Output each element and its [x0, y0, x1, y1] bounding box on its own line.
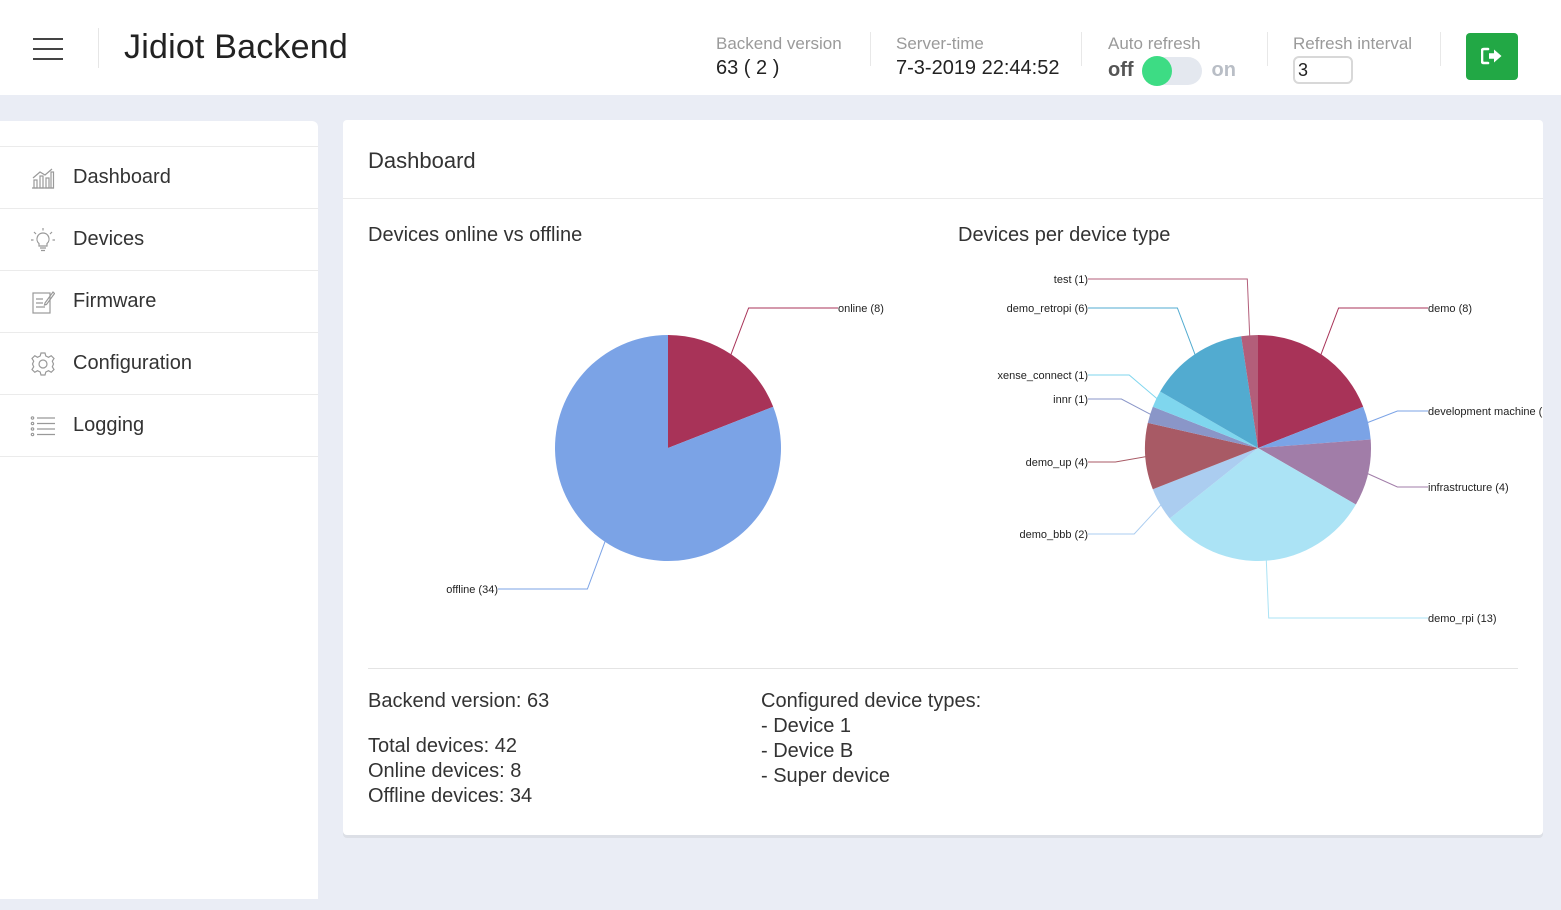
backend-version-block: Backend version 63 ( 2 ): [716, 34, 842, 81]
sidebar-item-label: Configuration: [73, 352, 192, 374]
info-divider: [368, 668, 1518, 669]
top-header: Jidiot Backend Backend version 63 ( 2 ) …: [0, 0, 1561, 95]
backend-version-value: 63 ( 2 ): [716, 57, 780, 79]
pie-leader-line: [1088, 455, 1149, 463]
pie-slice-online[interactable]: [668, 335, 774, 448]
sidebar-item-dashboard[interactable]: Dashboard: [0, 147, 318, 209]
sidebar-item-configuration[interactable]: Configuration: [0, 333, 318, 395]
auto-refresh-toggle[interactable]: [1141, 56, 1202, 86]
server-time-block: Server-time 7-3-2019 22:44:52: [896, 34, 1059, 81]
header-separator: [1081, 32, 1082, 66]
pie-label-demo-bbb: demo_bbb (2): [1020, 529, 1089, 541]
auto-refresh-off-label: off: [1108, 58, 1134, 81]
header-separator: [1267, 32, 1268, 66]
pie-slice-demo[interactable]: [1258, 335, 1364, 448]
logout-button[interactable]: [1466, 33, 1518, 80]
pie-label-infrastructure: infrastructure (4): [1428, 482, 1509, 494]
pie-label-demo: demo (8): [1428, 303, 1472, 315]
refresh-interval-block: Refresh interval: [1293, 34, 1412, 84]
total-devices-text: Total devices: 42: [368, 735, 517, 757]
edit-document-icon: [29, 288, 57, 316]
sidebar-item-devices[interactable]: Devices: [0, 209, 318, 271]
sidebar-menu: Dashboard Devices Firmware: [0, 146, 318, 457]
lightbulb-icon: [29, 226, 57, 254]
header-divider: [98, 28, 99, 68]
sidebar-item-label: Devices: [73, 228, 145, 250]
pie-leader-line: [498, 538, 607, 590]
pie-slice-development-machine[interactable]: [1258, 406, 1371, 448]
chart-title-online-offline: Devices online vs offline: [368, 224, 583, 246]
pie-slice-innr[interactable]: [1147, 406, 1258, 448]
dashboard-card: Dashboard Devices online vs offline Devi…: [343, 120, 1543, 835]
chart-title-device-type: Devices per device type: [958, 224, 1171, 246]
pie-label-innr: innr (1): [1053, 394, 1088, 406]
pie-charts: online (8) offline (34) demo (8) developme…: [446, 274, 1543, 625]
sidebar-item-firmware[interactable]: Firmware: [0, 271, 318, 333]
gear-icon: [29, 350, 57, 378]
pie-leader-line: [1088, 307, 1197, 358]
auto-refresh-label: Auto refresh: [1108, 34, 1201, 53]
bar-chart-icon: [29, 164, 57, 192]
app-title: Jidiot Backend: [124, 28, 348, 66]
pie-chart-online-offline: online (8) offline (34): [446, 303, 884, 596]
toggle-knob: [1141, 56, 1172, 86]
card-header-divider: [343, 198, 1543, 199]
pie-slice-xense-connect[interactable]: [1152, 391, 1258, 449]
sidebar: Dashboard Devices Firmware: [0, 121, 318, 899]
device-stats: Backend version: 63 Total devices: 42 On…: [368, 689, 549, 809]
pie-leader-line: [1364, 472, 1428, 488]
auto-refresh-on-label: on: [1211, 58, 1236, 81]
list-icon: [29, 412, 57, 440]
refresh-interval-input[interactable]: [1293, 56, 1353, 84]
sidebar-item-label: Dashboard: [73, 166, 171, 188]
device-type-item: - Device B: [761, 740, 854, 762]
pie-slice-offline[interactable]: [554, 335, 781, 561]
pie-leader-line: [1365, 410, 1428, 424]
pie-label-test: test (1): [1054, 274, 1088, 286]
header-separator: [1440, 32, 1441, 66]
sidebar-item-label: Logging: [73, 414, 145, 436]
pie-leader-line: [1088, 374, 1160, 401]
pie-slice-infrastructure[interactable]: [1258, 439, 1371, 505]
pie-leader-line: [729, 307, 838, 358]
pie-label-demo-rpi: demo_rpi (13): [1428, 613, 1496, 625]
online-devices-text: Online devices: 8: [368, 760, 522, 782]
offline-devices-text: Offline devices: 34: [368, 785, 533, 807]
configured-device-types: Configured device types: - Device 1 - De…: [761, 689, 981, 789]
sidebar-item-logging[interactable]: Logging: [0, 395, 318, 457]
configured-types-title: Configured device types:: [761, 690, 982, 712]
pie-label-xense-connect: xense_connect (1): [998, 370, 1089, 382]
device-type-item: - Device 1: [761, 715, 852, 737]
pie-leader-line: [1088, 502, 1164, 535]
server-time-value: 7-3-2019 22:44:52: [896, 57, 1060, 79]
pie-label-online: online (8): [838, 303, 884, 315]
sidebar-item-label: Firmware: [73, 290, 157, 312]
pie-leader-line: [1088, 398, 1154, 417]
pie-chart-device-type: demo (8) development machine ( infrastruct…: [998, 274, 1543, 625]
pie-slice-demo-retropi[interactable]: [1160, 336, 1258, 448]
device-type-item: - Super device: [761, 765, 890, 787]
header-separator: [870, 32, 871, 66]
server-time-label: Server-time: [896, 34, 984, 53]
logout-icon: [1481, 47, 1502, 65]
hamburger-menu-icon[interactable]: [33, 38, 63, 60]
pie-label-development-machine: development machine (: [1428, 406, 1543, 418]
pie-label-offline: offline (34): [446, 584, 498, 596]
pie-leader-line: [1265, 557, 1428, 619]
pie-slice-demo-rpi[interactable]: [1169, 448, 1356, 561]
pie-leader-line: [1319, 307, 1428, 358]
refresh-interval-label: Refresh interval: [1293, 34, 1413, 53]
backend-version-text: Backend version: 63: [368, 690, 550, 712]
pie-slice-test[interactable]: [1241, 335, 1258, 448]
auto-refresh-block: Auto refresh off on: [1108, 34, 1236, 86]
page-title: Dashboard: [368, 148, 476, 173]
pie-label-demo-up: demo_up (4): [1026, 457, 1088, 469]
pie-slice-demo-up[interactable]: [1144, 422, 1258, 490]
backend-version-label: Backend version: [716, 34, 842, 53]
pie-leader-line: [1088, 278, 1251, 339]
pie-label-demo-retropi: demo_retropi (6): [1007, 303, 1088, 315]
pie-slice-demo-bbb[interactable]: [1152, 448, 1258, 519]
